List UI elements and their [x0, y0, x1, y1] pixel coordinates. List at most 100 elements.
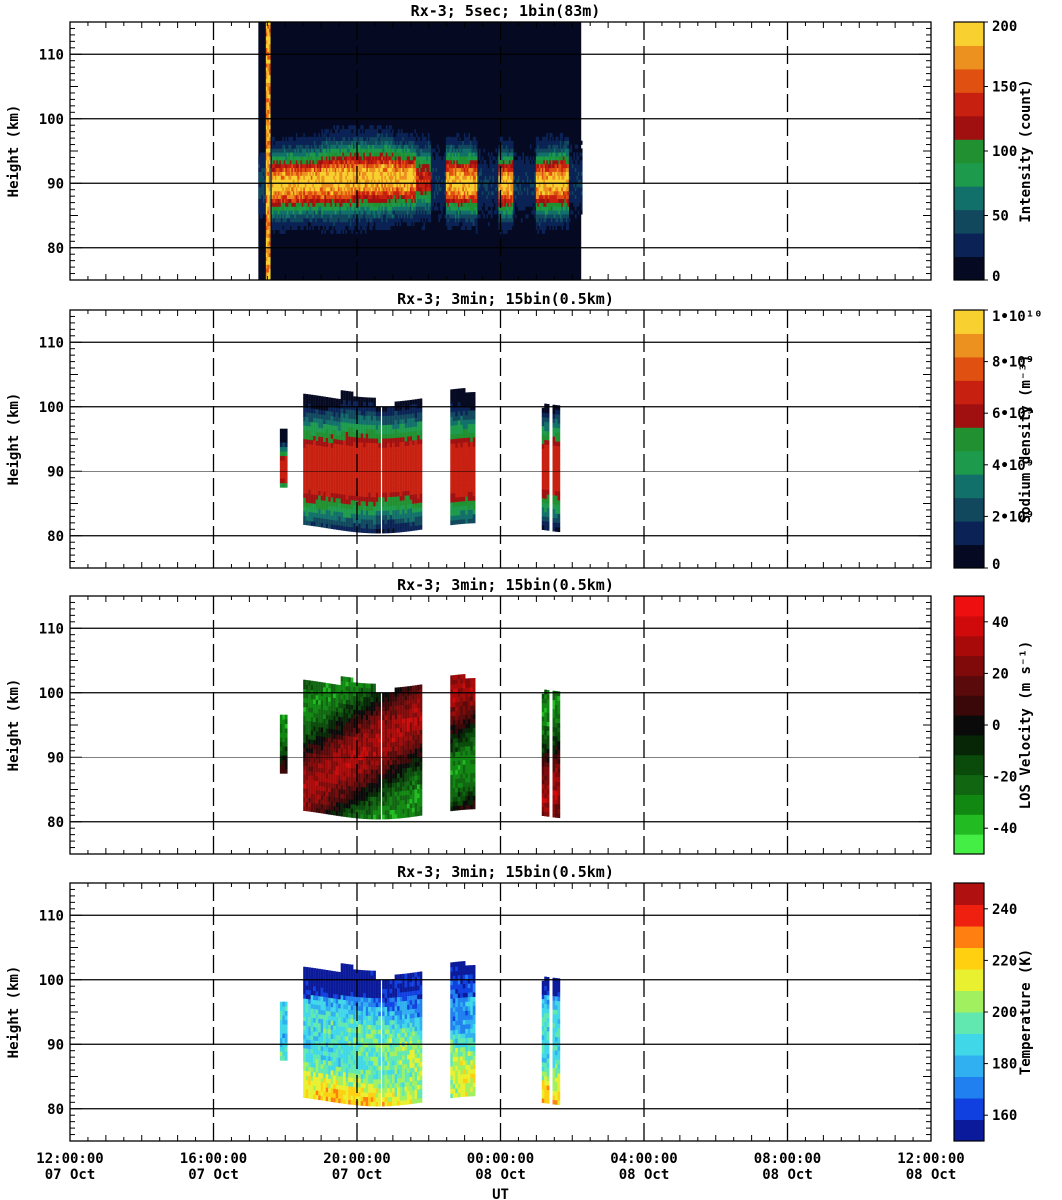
colorbar-tick-label: 220	[992, 953, 1017, 969]
x-tick-date: 08 Oct	[906, 1167, 957, 1183]
colorbar-swatch	[954, 427, 984, 452]
colorbar-swatch	[954, 947, 984, 970]
x-tick-date: 08 Oct	[475, 1167, 526, 1183]
y-axis-label: Height (km)	[6, 679, 22, 772]
y-tick-label: 80	[47, 529, 64, 545]
y-tick-label: 90	[47, 750, 64, 766]
y-tick-label: 100	[39, 686, 64, 702]
colorbar-tick-label: 6•10⁹	[992, 406, 1034, 422]
x-tick-date: 07 Oct	[45, 1167, 96, 1183]
colorbar-swatch	[954, 635, 984, 657]
colorbar-swatch	[954, 115, 984, 140]
colorbar-tick-label: 1•10¹⁰	[992, 309, 1043, 325]
colorbar-tick-label: 200	[992, 19, 1017, 35]
colorbar-tick-label: 240	[992, 902, 1017, 918]
y-tick-label: 80	[47, 1102, 64, 1118]
colorbar-swatch	[954, 715, 984, 736]
x-tick-time: 12:00:00	[36, 1151, 103, 1167]
x-tick-time: 20:00:00	[323, 1151, 390, 1167]
panel-1: Rx-3; 5sec; 1bin(83m) 80 90 100 110 Height (k…	[6, 2, 1034, 285]
colorbar-swatch	[954, 1098, 984, 1120]
colorbar-label: LOS Velocity (m s⁻¹)	[1018, 641, 1034, 810]
colorbar-swatch	[954, 990, 984, 1013]
data-field	[279, 961, 561, 1107]
y-tick-label: 80	[47, 241, 64, 257]
colorbar-swatch	[954, 774, 984, 795]
colorbar-swatch	[954, 969, 984, 991]
colorbar-swatch	[954, 68, 984, 93]
y-tick-label: 100	[39, 973, 64, 989]
y-axis-label: Height (km)	[6, 105, 22, 198]
colorbar-label: Sodium density (m⁻³)	[1018, 355, 1034, 524]
data-field	[279, 674, 561, 820]
colorbar-swatch	[954, 139, 984, 164]
panel-4: Rx-3; 3min; 15bin(0.5km) 80 90 100 110 Height…	[6, 863, 1034, 1142]
colorbar-swatch	[954, 904, 984, 927]
colorbar-tick-label: 100	[992, 144, 1017, 160]
colorbar-swatch	[954, 544, 984, 569]
colorbar-frame	[953, 309, 985, 569]
colorbar-swatch	[954, 474, 984, 499]
colorbar-tick-label: 40	[992, 615, 1009, 631]
colorbar: -40 -20 0 20 40 LOS Velocity (m s⁻¹)	[953, 595, 1034, 855]
y-tick-label: 110	[39, 47, 64, 63]
colorbar-swatch	[954, 45, 984, 70]
y-tick-label: 90	[47, 176, 64, 192]
colorbar-swatch	[954, 926, 984, 948]
colorbar: 160 180 200 220 240 Temperature (K)	[953, 882, 1034, 1142]
colorbar-swatch	[954, 497, 984, 522]
colorbar-tick-label: 20	[992, 666, 1009, 682]
colorbar-swatch	[954, 655, 984, 676]
panel-title: Rx-3; 3min; 15bin(0.5km)	[397, 863, 614, 881]
colorbar-swatch	[954, 521, 984, 546]
y-tick-label: 90	[47, 1037, 64, 1053]
colorbar-label: Intensity (count)	[1018, 79, 1034, 222]
colorbar-swatch	[954, 1076, 984, 1099]
colorbar-swatch	[954, 615, 984, 637]
x-tick-date: 07 Oct	[332, 1167, 383, 1183]
colorbar-swatch	[954, 814, 984, 835]
x-tick-date: 08 Oct	[619, 1167, 670, 1183]
colorbar-swatch	[954, 734, 984, 756]
x-tick-date: 07 Oct	[188, 1167, 239, 1183]
colorbar-swatch	[954, 1012, 984, 1034]
y-tick-label: 110	[39, 908, 64, 924]
colorbar-swatch	[954, 675, 984, 696]
colorbar-tick-label: 2•10⁹	[992, 509, 1034, 525]
y-tick-label: 80	[47, 815, 64, 831]
panel-3: Rx-3; 3min; 15bin(0.5km) 80 90 100 110 Height…	[6, 576, 1034, 855]
colorbar-tick-label: 180	[992, 1057, 1017, 1073]
x-tick-time: 04:00:00	[610, 1151, 677, 1167]
colorbar-swatch	[954, 450, 984, 475]
colorbar-tick-label: -20	[992, 770, 1017, 786]
colorbar-tick-label: 0	[992, 718, 1000, 734]
colorbar-tick-label: 4•10⁹	[992, 458, 1034, 474]
colorbar-swatch	[954, 1119, 984, 1142]
colorbar-swatch	[954, 380, 984, 405]
colorbar-swatch	[954, 333, 984, 358]
colorbar-swatch	[954, 883, 984, 905]
colorbar-tick-label: 0	[992, 557, 1000, 573]
colorbar-swatch	[954, 209, 984, 234]
colorbar-swatch	[954, 256, 984, 281]
x-axis-label: UT	[492, 1187, 509, 1200]
colorbar-swatch	[954, 1055, 984, 1077]
colorbar-label: Temperature (K)	[1018, 949, 1034, 1075]
x-tick-time: 12:00:00	[897, 1151, 964, 1167]
colorbar: 0 50 100 150 200 Intensity (count)	[953, 19, 1034, 285]
y-tick-label: 100	[39, 112, 64, 128]
colorbar-swatch	[954, 310, 984, 334]
colorbar-swatch	[954, 233, 984, 258]
colorbar-swatch	[954, 834, 984, 855]
x-tick-time: 16:00:00	[180, 1151, 247, 1167]
colorbar-swatch	[954, 754, 984, 776]
colorbar-swatch	[954, 403, 984, 428]
colorbar-tick-label: 200	[992, 1005, 1017, 1021]
x-tick-date: 08 Oct	[762, 1167, 813, 1183]
y-axis-label: Height (km)	[6, 966, 22, 1059]
colorbar: 0 2•10⁹ 4•10⁹ 6•10⁹ 8•10⁹ 1•10¹⁰ Sodium densit…	[953, 309, 1043, 573]
colorbar-swatch	[954, 92, 984, 117]
data-field	[279, 388, 561, 534]
colorbar-tick-label: 8•10⁹	[992, 355, 1034, 371]
